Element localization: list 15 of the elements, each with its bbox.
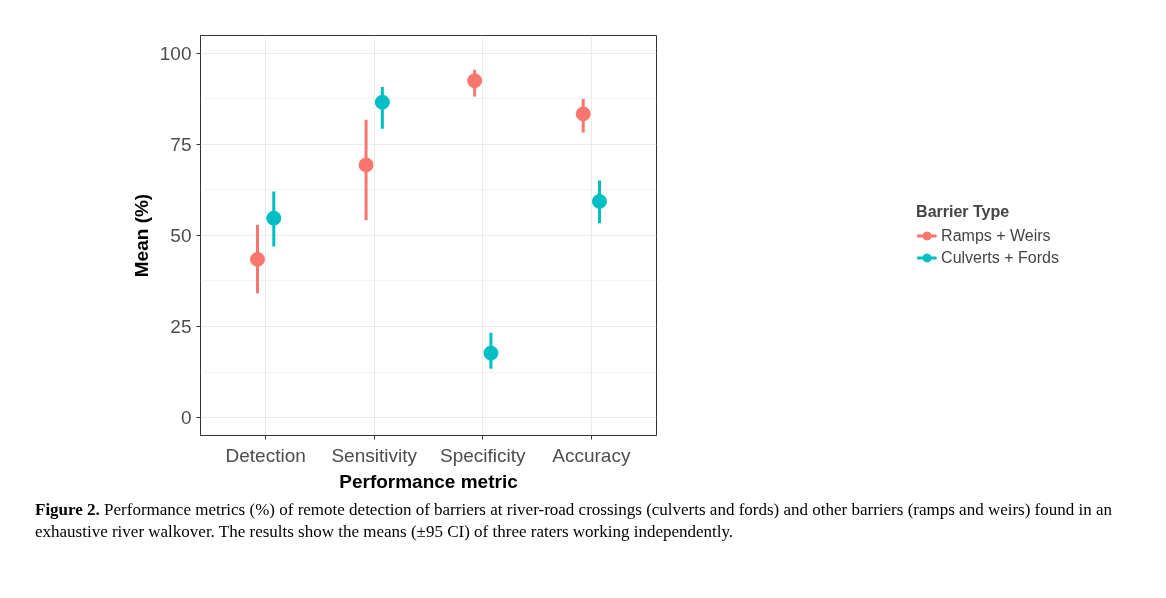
y-tick-label: 25 [170,315,192,337]
legend-label: Ramps + Weirs [941,226,1051,245]
y-tick-label: 0 [180,407,192,429]
x-tick-label: Accuracy [552,444,631,466]
caption: Figure 2. Performance metrics (%) of remote detection of barriers at river-road crossings (culverts and fords) and other barriers (ramps and weirs) found in an exhaustive river walkover. The results show the means (±95 CI) of three raters working independently. [35,499,1114,544]
x-axis-title: Performance metric [339,470,519,492]
y-tick-label: 100 [159,42,192,64]
legend-title: Barrier Type [916,202,1011,221]
y-tick-label: 50 [170,224,192,246]
legend-label: Culverts + Fords [941,248,1059,267]
x-tick-label: Specificity [440,444,527,466]
y-tick-label: 75 [170,133,192,155]
x-tick-label: Detection [225,444,306,466]
x-tick-label: Sensitivity [331,444,418,466]
y-axis-title: Mean (%) [130,193,152,278]
